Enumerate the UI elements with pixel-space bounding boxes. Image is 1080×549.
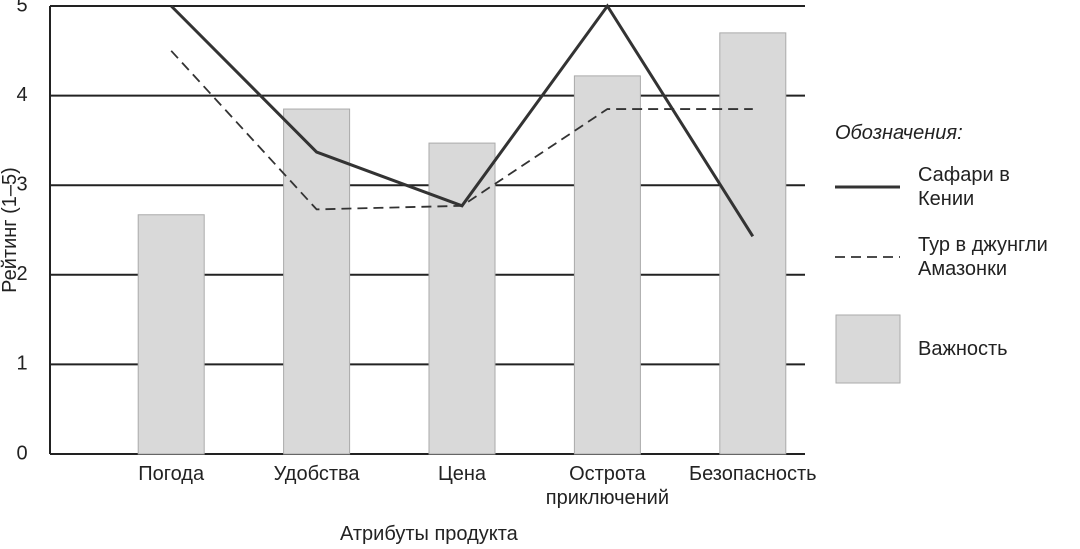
x-axis-title: Атрибуты продукта [340, 523, 518, 545]
x-tick-label: Цена [437, 463, 487, 485]
y-tick-label: 2 [16, 263, 27, 285]
y-tick-label: 1 [16, 353, 27, 375]
bar [719, 32, 787, 455]
legend-swatch [835, 314, 901, 384]
y-tick-label: 5 [16, 0, 27, 16]
legend-title: Обозначения: [835, 122, 963, 144]
y-tick-label: 0 [16, 442, 27, 464]
x-tick-label: Острота приключений [545, 463, 670, 509]
bar [573, 75, 641, 455]
line [170, 50, 753, 211]
x-tick-label: Безопасность [689, 463, 817, 485]
bar [428, 142, 496, 455]
legend-label: Важность [918, 338, 1008, 360]
legend-label: Тур в джунгли Амазонки [918, 234, 1048, 280]
x-tick-label: Удобства [273, 463, 360, 485]
legend-label: Сафари в Кении [918, 164, 1010, 210]
y-tick-label: 4 [16, 84, 27, 106]
lines [170, 3, 755, 238]
y-tick-label: 3 [16, 173, 27, 195]
y-axis-title: Рейтинг (1–5) [0, 167, 21, 293]
bar [137, 214, 205, 455]
bars [137, 32, 787, 455]
bar [283, 108, 351, 455]
x-tick-label: Погода [138, 463, 205, 485]
